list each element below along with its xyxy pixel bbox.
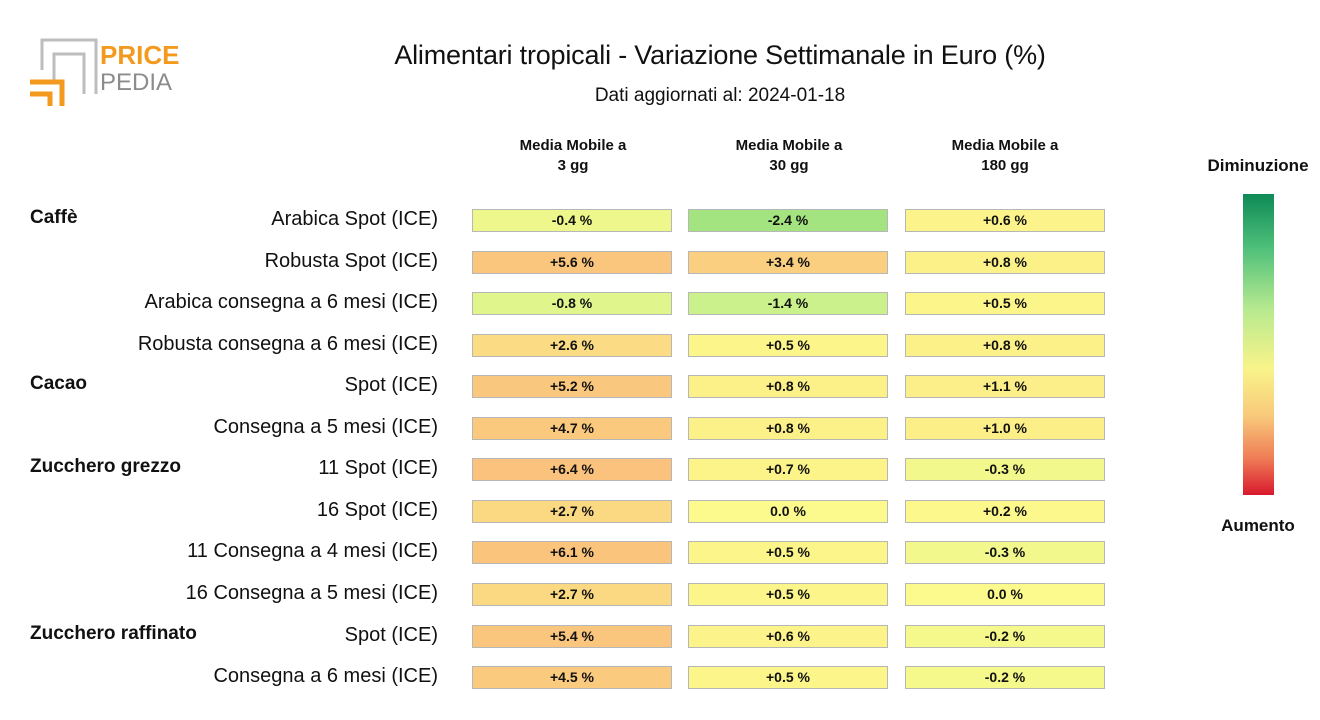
column-header-line2: 3 gg bbox=[557, 157, 589, 174]
heatmap-cell: +0.8 % bbox=[688, 375, 888, 399]
heatmap-cell: +2.7 % bbox=[472, 499, 672, 523]
legend-color-scale bbox=[1243, 194, 1274, 495]
heatmap-cell: +0.5 % bbox=[688, 541, 888, 565]
heatmap-cell: +0.8 % bbox=[905, 250, 1105, 274]
row-label: 16 Consegna a 5 mesi (ICE) bbox=[185, 581, 438, 604]
column-header-3gg: Media Mobile a 3 gg bbox=[472, 136, 674, 176]
heatmap-cell: +4.7 % bbox=[472, 416, 672, 440]
heatmap-cell: +6.4 % bbox=[472, 458, 672, 482]
row-label: 11 Consegna a 4 mesi (ICE) bbox=[187, 540, 438, 563]
heatmap-cell: +0.5 % bbox=[905, 292, 1105, 316]
row-label: Arabica Spot (ICE) bbox=[271, 208, 438, 230]
heatmap-cell: +2.7 % bbox=[472, 582, 672, 606]
heatmap-cell: +0.6 % bbox=[688, 624, 888, 648]
heatmap-cell: +1.0 % bbox=[905, 416, 1105, 440]
group-label: Cacao bbox=[30, 373, 88, 395]
pricepedia-logo: PRICE PEDIA bbox=[28, 36, 188, 112]
column-header-line1: Media Mobile a bbox=[951, 137, 1059, 154]
heatmap-cell: -0.2 % bbox=[905, 666, 1105, 690]
heatmap-cell: -2.4 % bbox=[688, 209, 888, 232]
row-label: 16 Spot (ICE) bbox=[316, 498, 438, 521]
heatmap-cell: +0.5 % bbox=[688, 333, 888, 357]
legend-top-label: Diminuzione bbox=[1207, 156, 1309, 175]
column-header-line2: 30 gg bbox=[769, 157, 809, 174]
heatmap-cell: +0.6 % bbox=[905, 209, 1105, 232]
row-label: Arabica consegna a 6 mesi (ICE) bbox=[144, 291, 438, 314]
heatmap-cell: -0.4 % bbox=[472, 209, 672, 232]
column-header-line1: Media Mobile a bbox=[735, 137, 843, 154]
heatmap-cell: -0.2 % bbox=[905, 624, 1105, 648]
group-label: Zucchero raffinato bbox=[30, 622, 197, 644]
row-label: Consegna a 6 mesi (ICE) bbox=[213, 665, 438, 688]
heatmap-cell: -0.3 % bbox=[905, 541, 1105, 565]
logo-text-price: PRICE bbox=[100, 40, 179, 70]
group-label: Zucchero grezzo bbox=[30, 456, 181, 478]
heatmap-cell: +0.8 % bbox=[688, 416, 888, 440]
heatmap-cell: 0.0 % bbox=[688, 499, 888, 523]
legend-bottom-label: Aumento bbox=[1221, 516, 1295, 535]
row-label: Spot (ICE) bbox=[344, 374, 438, 397]
heatmap-cell: -0.3 % bbox=[905, 458, 1105, 482]
logo-text-pedia: PEDIA bbox=[100, 69, 172, 96]
chart-title: Alimentari tropicali - Variazione Settim… bbox=[394, 40, 1046, 70]
heatmap-cell: +5.4 % bbox=[472, 624, 672, 648]
heatmap-cell: +0.5 % bbox=[688, 666, 888, 690]
heatmap-cell: +5.2 % bbox=[472, 375, 672, 399]
heatmap-cell: +4.5 % bbox=[472, 666, 672, 690]
group-label: Caffè bbox=[30, 207, 78, 228]
heatmap-cell: +6.1 % bbox=[472, 541, 672, 565]
column-header-180gg: Media Mobile a 180 gg bbox=[904, 136, 1106, 176]
row-label: Spot (ICE) bbox=[344, 623, 438, 646]
heatmap-cell: +0.2 % bbox=[905, 499, 1105, 523]
row-label: Robusta consegna a 6 mesi (ICE) bbox=[137, 332, 438, 355]
heatmap-cell: +3.4 % bbox=[688, 250, 888, 274]
column-header-line1: Media Mobile a bbox=[519, 137, 627, 154]
heatmap-cell: +0.5 % bbox=[688, 582, 888, 606]
heatmap-cell: +2.6 % bbox=[472, 333, 672, 357]
row-label: Robusta Spot (ICE) bbox=[264, 249, 438, 272]
heatmap-cell: +0.7 % bbox=[688, 458, 888, 482]
heatmap-cell: -1.4 % bbox=[688, 292, 888, 316]
logo-mark: PRICE PEDIA bbox=[30, 38, 179, 106]
heatmap-cell: -0.8 % bbox=[472, 292, 672, 316]
heatmap-cell: 0.0 % bbox=[905, 582, 1105, 606]
heatmap-cell: +5.6 % bbox=[472, 250, 672, 274]
column-header-line2: 180 gg bbox=[981, 157, 1029, 174]
row-label: Consegna a 5 mesi (ICE) bbox=[213, 415, 438, 438]
heatmap-cell: +1.1 % bbox=[905, 375, 1105, 399]
heatmap-cell: +0.8 % bbox=[905, 333, 1105, 357]
column-header-30gg: Media Mobile a 30 gg bbox=[688, 136, 890, 176]
row-label: 11 Spot (ICE) bbox=[318, 457, 438, 480]
chart-subtitle: Dati aggiornati al: 2024-01-18 bbox=[594, 85, 846, 106]
